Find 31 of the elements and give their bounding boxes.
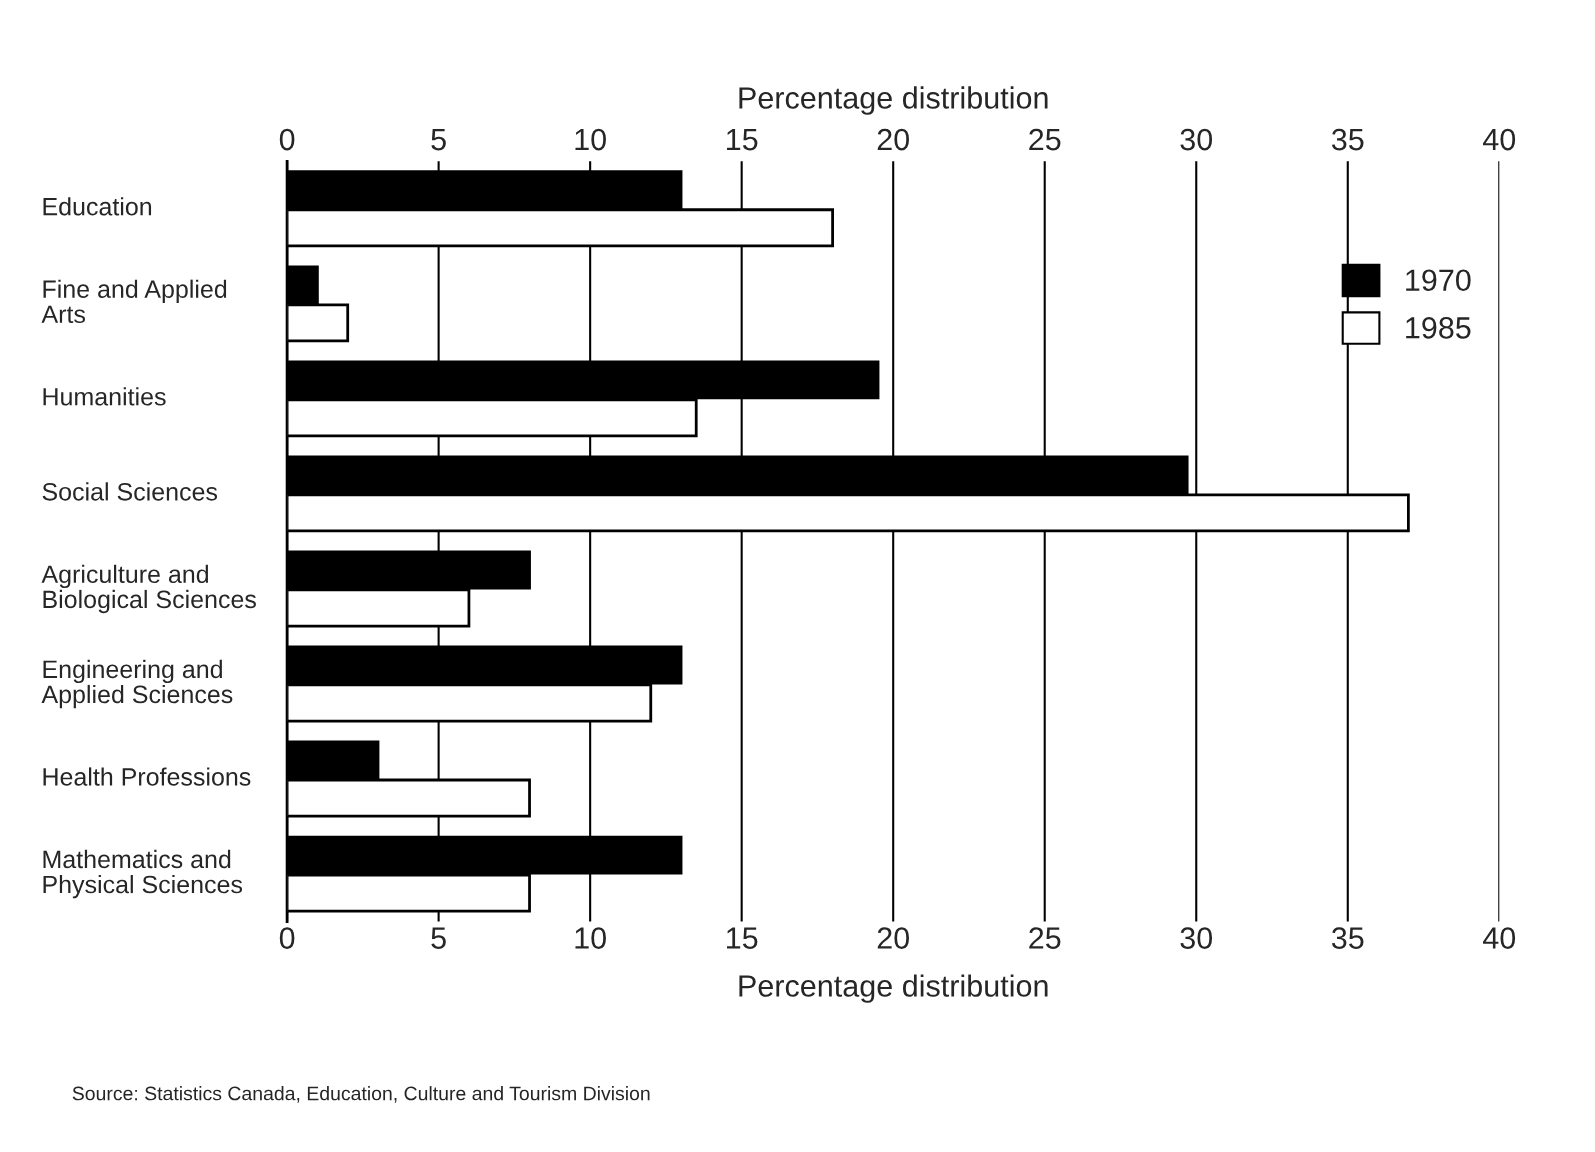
x2-tick-label: 10 (575, 128, 606, 151)
x-tick-label: 5 (431, 927, 446, 949)
y-tick-label: Fine and Applied Arts (41, 279, 227, 324)
legend-label: 1970 (1406, 269, 1471, 292)
y-tick-label: Engineering and Applied Sciences (41, 659, 233, 709)
x2-axis-title: Percentage distribution (739, 86, 1048, 115)
y-tick-label: Social Sciences (42, 482, 218, 501)
x2-tick-label: 20 (877, 128, 909, 151)
x2-tick-label: 25 (1029, 128, 1061, 151)
x2-tick-label: 5 (431, 129, 446, 151)
x2-tick-label: 40 (1483, 128, 1516, 151)
y-tick-label: Humanities (43, 387, 166, 406)
y-tick-label: Mathematics and Physical Sciences (43, 849, 243, 899)
x2-tick-label: 15 (727, 129, 758, 151)
x-axis-title: Percentage distribution (739, 974, 1048, 1003)
x-tick-label: 20 (877, 927, 909, 949)
x-tick-label: 15 (727, 927, 758, 949)
x-tick-label: 0 (279, 927, 295, 949)
y-tick-label: Education (43, 197, 152, 216)
x2-tick-label: 30 (1180, 128, 1213, 151)
x-tick-label: 25 (1029, 927, 1061, 949)
x-tick-label: 30 (1180, 927, 1213, 949)
source-note: Source: Statistics Canada, Education, Culture and Tourism Division (72, 1086, 650, 1103)
x-tick-label: 35 (1331, 927, 1364, 949)
x-tick-label: 10 (575, 927, 606, 949)
x2-tick-label: 0 (279, 128, 295, 151)
y-tick-label: Agriculture and Biological Sciences (41, 564, 256, 614)
x-tick-label: 40 (1483, 927, 1516, 949)
x2-tick-label: 35 (1331, 128, 1364, 151)
y-tick-label: Health Professions (43, 767, 251, 786)
legend-label: 1985 (1406, 317, 1471, 339)
